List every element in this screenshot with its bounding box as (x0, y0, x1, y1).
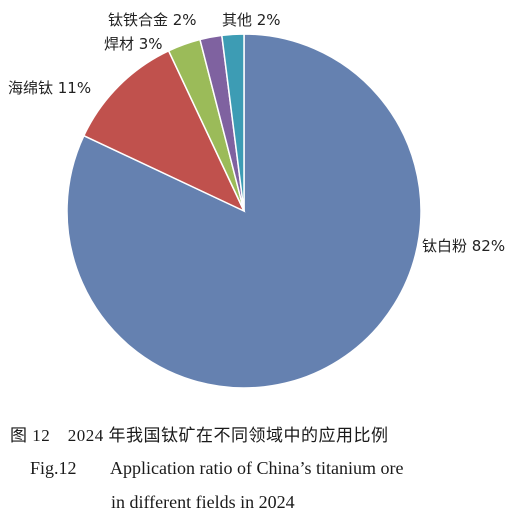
pie-chart: 钛白粉 82% 海绵钛 11% 焊材 3% 钛铁合金 2% 其他 2% (8, 11, 505, 389)
caption-english-line-2: in different fields in 2024 (111, 492, 295, 512)
slice-label-3: 钛铁合金 2% (108, 11, 197, 29)
caption-english-line-1: Fig.12 Application ratio of China’s titan… (30, 458, 525, 479)
slice-label-1: 海绵钛 11% (8, 79, 91, 97)
slice-label-2: 焊材 3% (104, 35, 163, 53)
pie-slice-1 (82, 49, 246, 213)
slice-labels: 钛白粉 82% 海绵钛 11% 焊材 3% 钛铁合金 2% 其他 2% (8, 11, 505, 255)
slice-label-0: 钛白粉 82% (422, 237, 505, 255)
caption-chinese: 图 12 2024 年我国钛矿在不同领域中的应用比例 (10, 426, 389, 445)
pie-slice-4 (220, 33, 245, 212)
caption-figure-number: Fig.12 (30, 458, 77, 478)
slice-label-4: 其他 2% (222, 11, 281, 29)
caption-english-text: Application ratio of China’s titanium or… (110, 458, 404, 478)
pie-slices (66, 33, 422, 389)
pie-slice-0 (66, 33, 422, 389)
